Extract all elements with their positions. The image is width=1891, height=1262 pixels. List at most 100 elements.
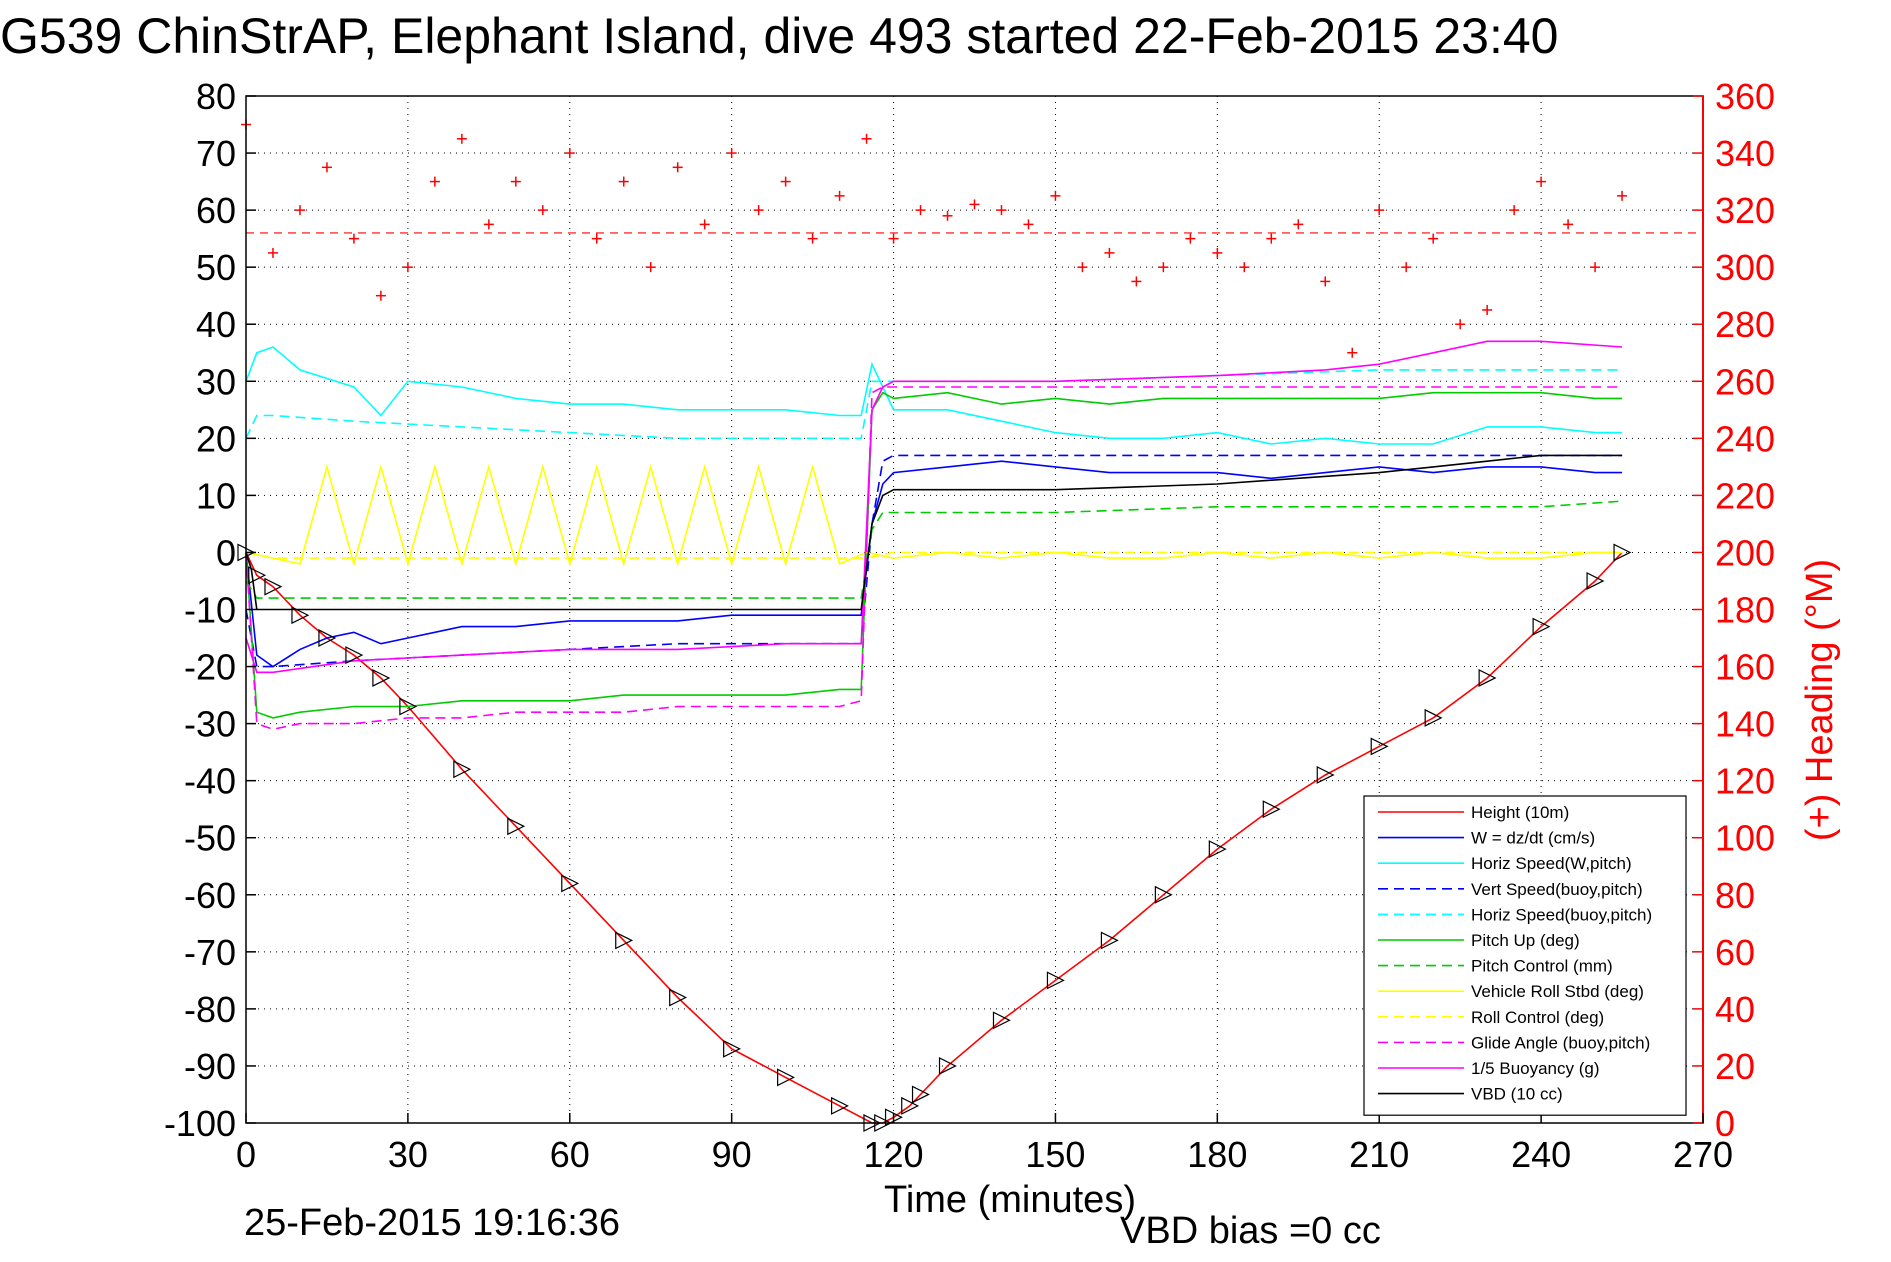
heading-marker <box>564 148 575 159</box>
legend-label: Height (10m) <box>1471 803 1569 822</box>
heading-marker <box>1320 276 1331 287</box>
y2-tick-label: 60 <box>1715 932 1755 973</box>
y2-tick-label: 160 <box>1715 647 1775 688</box>
heading-marker <box>942 210 953 221</box>
heading-marker <box>1023 219 1034 230</box>
height-marker <box>615 931 634 950</box>
height-marker <box>561 874 580 893</box>
height-marker <box>507 817 526 836</box>
height-marker <box>248 566 267 585</box>
legend-label: W = dz/dt (cm/s) <box>1471 829 1595 848</box>
series-line-2 <box>245 346 1623 445</box>
x-tick-label: 210 <box>1349 1134 1409 1175</box>
heading-marker <box>429 176 440 187</box>
height-marker <box>1100 931 1119 950</box>
height-marker <box>992 1011 1011 1030</box>
y2-tick-label: 200 <box>1715 532 1775 573</box>
series-line-6 <box>245 500 1623 599</box>
y-tick-label: -20 <box>184 647 236 688</box>
height-marker <box>901 1096 920 1115</box>
heading-marker <box>1563 219 1574 230</box>
height-marker <box>1424 708 1443 727</box>
heading-marker <box>1077 262 1088 273</box>
heading-marker <box>348 233 359 244</box>
x-tick-label: 240 <box>1511 1134 1571 1175</box>
heading-marker <box>861 133 872 144</box>
y-tick-label: -70 <box>184 932 236 973</box>
y-tick-label: 10 <box>196 475 236 516</box>
heading-marker <box>834 190 845 201</box>
height-marker <box>1586 572 1605 590</box>
legend-box <box>1363 795 1687 1116</box>
y2-axis-ticks: 3603403203002802602402202001801601401201… <box>1693 76 1775 1144</box>
height-marker <box>372 668 391 687</box>
x-tick-label: 180 <box>1187 1134 1247 1175</box>
heading-marker <box>1590 262 1601 273</box>
y2-tick-label: 220 <box>1715 475 1775 516</box>
heading-marker <box>1455 319 1466 330</box>
x-tick-label: 0 <box>236 1134 256 1175</box>
heading-marker <box>456 133 467 144</box>
y2-tick-label: 180 <box>1715 590 1775 631</box>
x-axis-label: Time (minutes) <box>884 1179 1136 1221</box>
heading-marker <box>1401 262 1412 273</box>
x-tick-label: 30 <box>388 1134 428 1175</box>
heading-marker <box>1617 190 1628 201</box>
y2-tick-label: 360 <box>1715 76 1775 117</box>
height-marker <box>1613 543 1632 562</box>
y2-tick-label: 320 <box>1715 190 1775 231</box>
y2-axis-label: (+) Heading (°M) <box>1799 559 1841 841</box>
y-tick-label: 60 <box>196 190 236 231</box>
legend-label: Horiz Speed(W,pitch) <box>1471 854 1632 873</box>
x-tick-label: 270 <box>1673 1134 1733 1175</box>
height-marker <box>264 577 283 596</box>
heading-marker <box>807 233 818 244</box>
heading-marker <box>1104 247 1115 258</box>
heading-marker <box>753 205 764 216</box>
heading-marker <box>1212 247 1223 258</box>
x-tick-label: 120 <box>864 1134 924 1175</box>
y2-tick-label: 240 <box>1715 418 1775 459</box>
y2-tick-label: 0 <box>1715 1103 1735 1144</box>
y-axis-ticks: 80 70 60 50 40 30 20 10 0 -10 -20 -30 -40 -50 -60 -70 -8… <box>164 76 256 1144</box>
series-line-9 <box>245 386 1623 731</box>
heading-marker <box>402 262 413 273</box>
heading-marker <box>510 176 521 187</box>
legend-label: Vert Speed(buoy,pitch) <box>1471 880 1643 899</box>
legend-label: 1/5 Buoyancy (g) <box>1471 1059 1600 1078</box>
y2-tick-label: 120 <box>1715 761 1775 802</box>
heading-marker <box>483 219 494 230</box>
series-line-3 <box>245 454 1623 668</box>
heading-marker <box>267 247 278 258</box>
y-tick-label: 0 <box>216 532 236 573</box>
heading-marker <box>726 148 737 159</box>
legend-label: Horiz Speed(buoy,pitch) <box>1471 905 1652 924</box>
x-tick-label: 150 <box>1025 1134 1085 1175</box>
legend-label: Roll Control (deg) <box>1471 1008 1604 1027</box>
heading-marker <box>996 205 1007 216</box>
heading-marker <box>537 205 548 216</box>
height-marker <box>830 1096 849 1115</box>
series-line-11 <box>245 454 1623 611</box>
height-marker <box>345 646 364 665</box>
heading-marker <box>1293 219 1304 230</box>
height-marker <box>777 1068 795 1087</box>
heading-marker <box>780 176 791 187</box>
heading-marker <box>1239 262 1250 273</box>
legend-label: Glide Angle (buoy,pitch) <box>1471 1033 1650 1052</box>
height-marker <box>1478 668 1497 687</box>
heading-marker <box>1050 190 1061 201</box>
height-marker <box>1532 617 1551 636</box>
x-tick-label: 90 <box>712 1134 752 1175</box>
height-marker <box>938 1056 957 1075</box>
y-tick-label: -90 <box>184 1046 236 1087</box>
y-tick-label: 40 <box>196 304 236 345</box>
y2-tick-label: 140 <box>1715 704 1775 745</box>
y-tick-label: 80 <box>196 76 236 117</box>
footer-vbd-bias: VBD bias =0 cc <box>1120 1210 1381 1252</box>
series-line-4 <box>245 369 1623 440</box>
legend: Height (10m) W = dz/dt (cm/s) Horiz Speed(… <box>1363 795 1687 1116</box>
height-marker <box>1208 840 1227 859</box>
heading-marker <box>1158 262 1169 273</box>
